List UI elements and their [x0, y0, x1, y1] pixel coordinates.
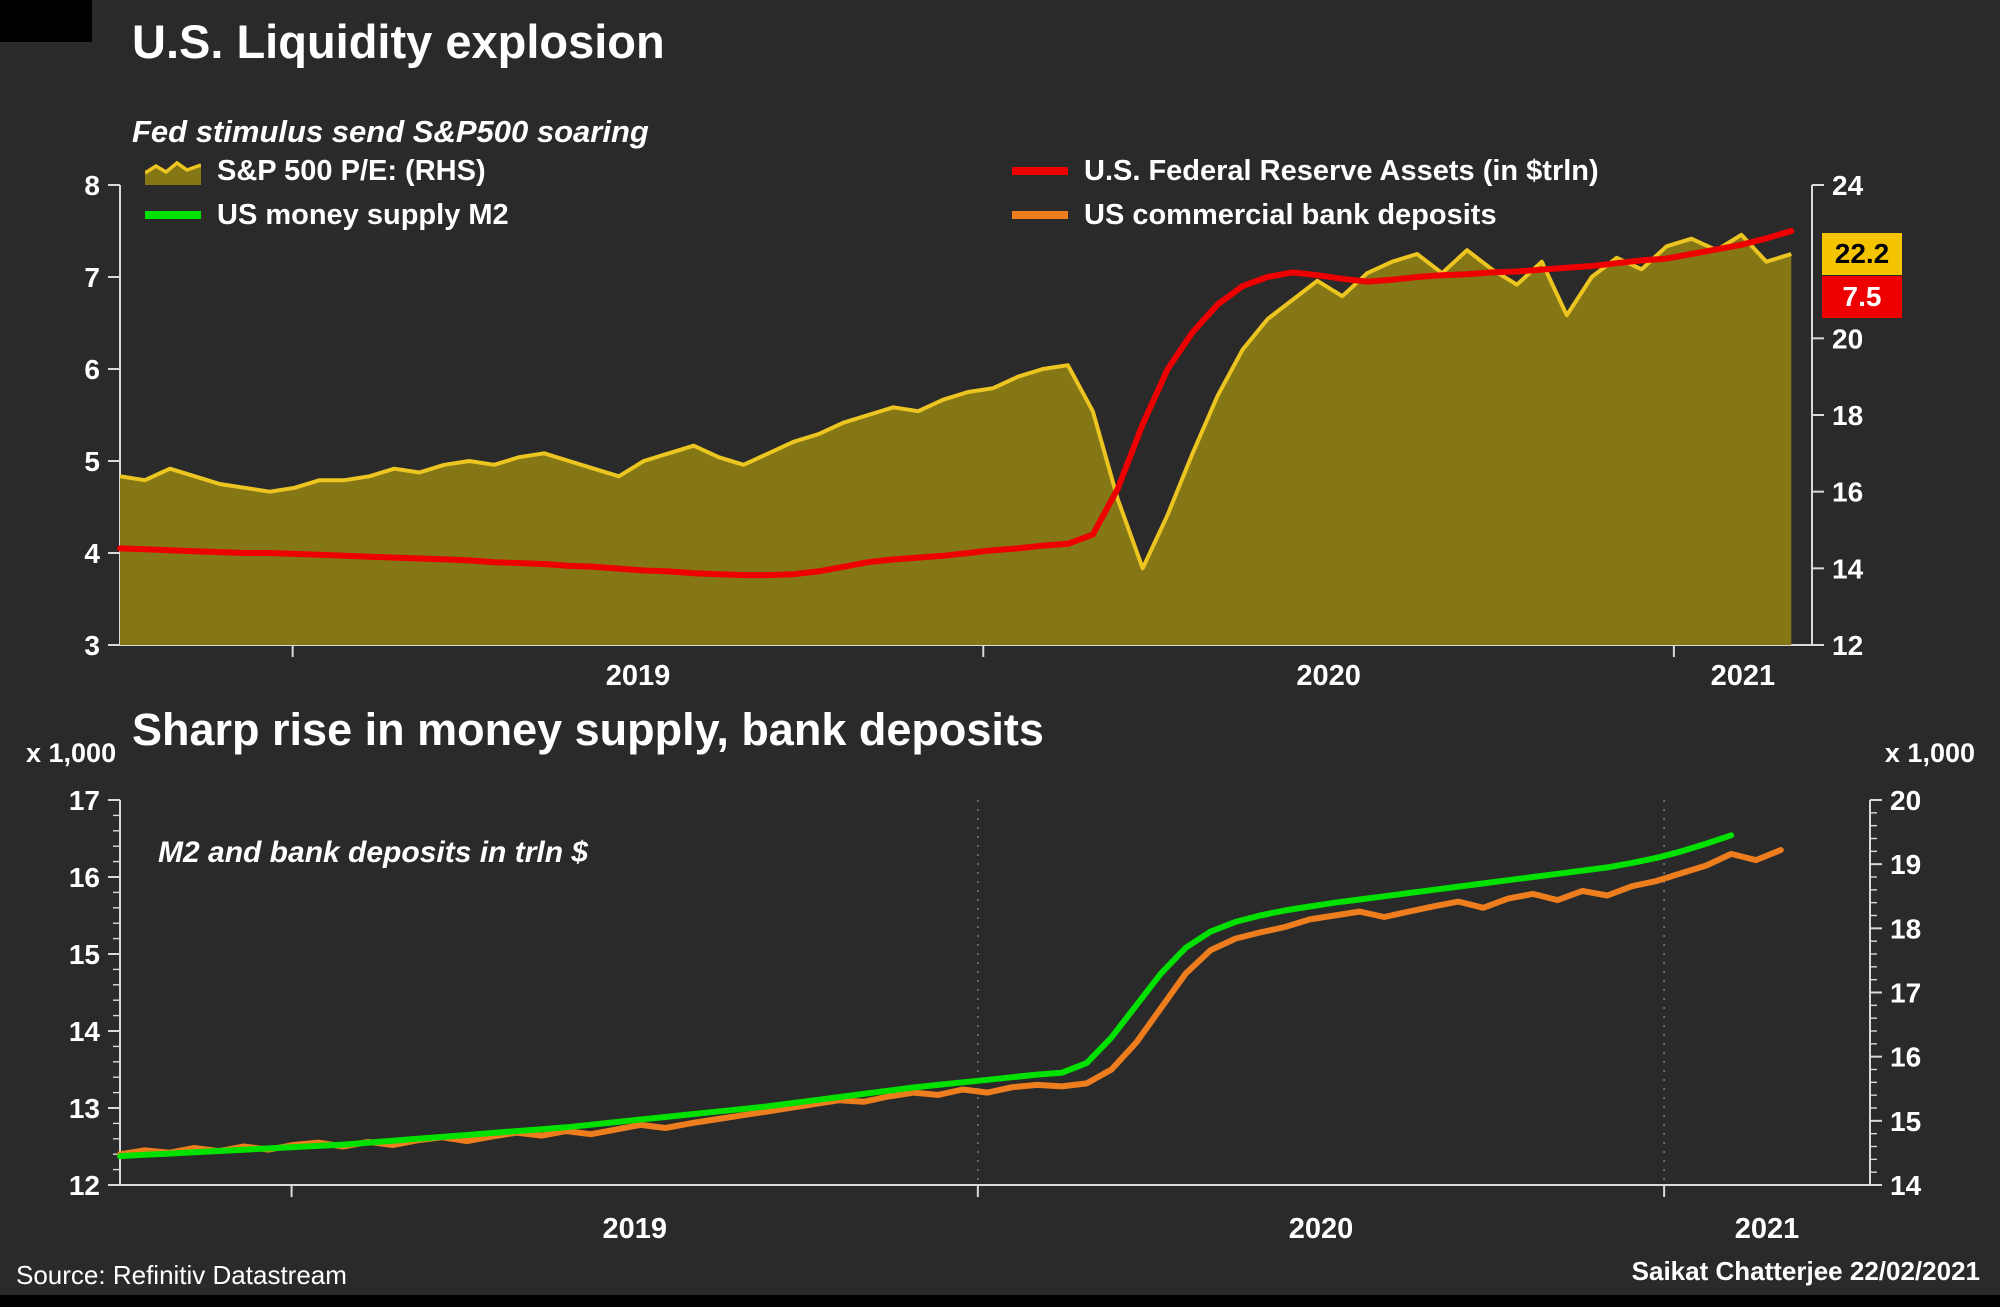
svg-text:3: 3: [84, 630, 100, 661]
top-left-corner-block: [0, 0, 92, 42]
svg-text:12: 12: [69, 1170, 100, 1201]
svg-text:19: 19: [1890, 849, 1921, 880]
legend-item-fed-assets: U.S. Federal Reserve Assets (in $trln): [1012, 154, 1599, 188]
svg-text:2019: 2019: [606, 660, 671, 692]
svg-text:5: 5: [84, 446, 100, 477]
svg-text:18: 18: [1832, 400, 1863, 431]
svg-text:24: 24: [1832, 170, 1864, 201]
left-axis-unit-label: x 1,000: [26, 738, 117, 768]
red-line-swatch-icon: [1012, 167, 1068, 175]
u-s-federal-reserve-assets-in-trln--line: [117, 228, 1795, 579]
svg-text:20: 20: [1890, 785, 1921, 816]
svg-text:14: 14: [1832, 553, 1864, 584]
svg-text:13: 13: [69, 1093, 100, 1124]
s-p-500-p-e-rhs--area: [120, 234, 1792, 646]
source-label: Source: Refinitiv Datastream: [16, 1260, 347, 1290]
bottom-strip: [0, 1295, 2000, 1307]
svg-text:16: 16: [1890, 1042, 1921, 1073]
svg-text:6: 6: [84, 354, 100, 385]
pe-value-badge: 22.2: [1822, 233, 1902, 275]
svg-text:2019: 2019: [602, 1213, 667, 1245]
bottom-chart-annotation: M2 and bank deposits in trln $: [158, 836, 589, 869]
svg-text:14: 14: [69, 1016, 101, 1047]
top-chart-title: U.S. Liquidity explosion: [132, 15, 665, 68]
legend-label-sp500-pe: S&P 500 P/E: (RHS): [217, 154, 486, 187]
credit-label: Saikat Chatterjee 22/02/2021: [1631, 1256, 1980, 1286]
svg-text:15: 15: [69, 939, 100, 970]
s-p-500-p-e-rhs--line: [119, 232, 1792, 571]
svg-text:2021: 2021: [1711, 660, 1776, 692]
svg-text:2021: 2021: [1735, 1213, 1800, 1245]
svg-text:18: 18: [1890, 913, 1921, 944]
us-commercial-bank-deposits-line: [117, 847, 1784, 1158]
legend-item-bank-deposits: US commercial bank deposits: [1012, 198, 1497, 232]
svg-text:16: 16: [69, 862, 100, 893]
legend-item-sp500-pe: S&P 500 P/E: (RHS): [145, 154, 486, 188]
green-line-swatch-icon: [145, 211, 201, 219]
orange-line-swatch-icon: [1012, 211, 1068, 219]
top-chart-subtitle: Fed stimulus send S&P500 soaring: [132, 114, 649, 149]
svg-text:12: 12: [1832, 630, 1863, 661]
legend-label-fed-assets: U.S. Federal Reserve Assets (in $trln): [1084, 154, 1599, 187]
svg-text:17: 17: [1890, 978, 1921, 1009]
svg-text:2020: 2020: [1289, 1213, 1354, 1245]
svg-text:17: 17: [69, 785, 100, 816]
right-axis-unit-label: x 1,000: [1884, 738, 1975, 768]
bottom-chart-title: Sharp rise in money supply, bank deposit…: [132, 704, 1044, 755]
svg-text:7: 7: [84, 262, 100, 293]
svg-text:4: 4: [84, 538, 100, 569]
svg-text:16: 16: [1832, 477, 1863, 508]
svg-text:2020: 2020: [1296, 660, 1361, 692]
svg-text:15: 15: [1890, 1106, 1921, 1137]
legend-label-m2: US money supply M2: [217, 198, 509, 231]
us-money-supply-m2-line: [117, 832, 1735, 1160]
legend-label-bank-deposits: US commercial bank deposits: [1084, 198, 1497, 231]
area-swatch-icon: [145, 157, 201, 185]
legend-item-m2: US money supply M2: [145, 198, 509, 232]
svg-text:20: 20: [1832, 323, 1863, 354]
svg-text:14: 14: [1890, 1170, 1922, 1201]
fed-value-badge: 7.5: [1822, 276, 1902, 318]
svg-text:8: 8: [84, 170, 100, 201]
